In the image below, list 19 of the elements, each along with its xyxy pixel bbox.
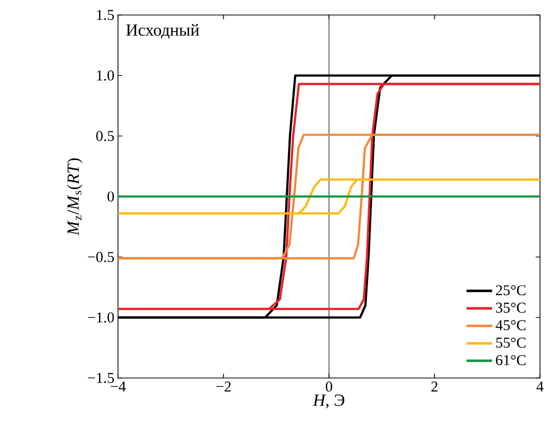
y-tick-label: −0.5 <box>88 252 114 262</box>
legend-label: 45°C <box>496 320 526 330</box>
y-tick-label: −1.0 <box>88 312 114 323</box>
x-tick-label: 2 <box>431 382 438 392</box>
x-tick-label: −2 <box>216 382 231 392</box>
legend-label: 35°C <box>496 302 526 313</box>
x-tick-label: −4 <box>110 382 126 392</box>
y-tick-label: 0 <box>108 191 114 202</box>
x-axis-title: H, Э <box>312 394 344 408</box>
y-tick-label: 0.5 <box>96 130 114 142</box>
y-tick-label: 1.5 <box>97 10 114 20</box>
x-tick-label: 0 <box>326 382 332 392</box>
legend-label: 61°C <box>496 355 526 366</box>
legend-label: 25°C <box>496 285 526 296</box>
y-tick-label: 1.0 <box>97 70 114 81</box>
y-tick-label: −1.5 <box>88 372 114 384</box>
annotation: Исходный <box>126 24 200 39</box>
legend-label: 55°C <box>496 338 526 348</box>
x-tick-label: 4 <box>536 382 544 392</box>
